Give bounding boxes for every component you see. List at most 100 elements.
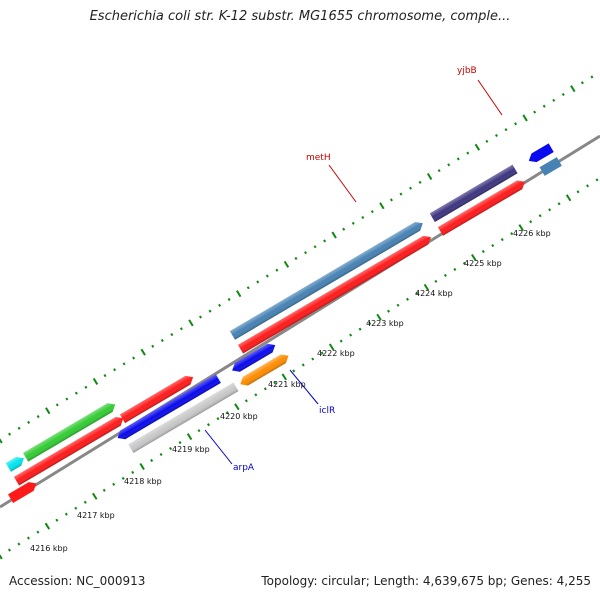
feature-red-yjbB[interactable]: [437, 177, 528, 236]
metH-leader: [328, 164, 357, 203]
kbp-label: 4218 kbp: [124, 477, 162, 486]
minor-tick: [494, 133, 498, 138]
feature-red-2[interactable]: [119, 373, 196, 424]
minor-tick: [349, 333, 353, 337]
minor-tick: [55, 518, 59, 522]
feature-blue-arpA-upper[interactable]: [115, 374, 221, 442]
minor-tick: [443, 273, 447, 277]
major-tick: [186, 433, 193, 441]
major-tick: [423, 283, 430, 291]
minor-tick: [590, 75, 594, 79]
kbp-label: 4219 kbp: [172, 445, 210, 454]
feature-green[interactable]: [23, 400, 118, 462]
minor-tick: [292, 369, 296, 373]
feature-silver-arpA[interactable]: [128, 382, 239, 453]
gene-label-iclR[interactable]: iclR: [319, 406, 335, 416]
minor-tick: [179, 327, 183, 331]
minor-tick: [437, 169, 441, 173]
minor-tick: [320, 351, 324, 355]
minor-tick: [150, 458, 154, 463]
minor-tick: [273, 381, 277, 385]
minor-tick: [159, 452, 163, 457]
minor-tick: [361, 215, 365, 220]
accession-label: Accession: NC_000913: [9, 574, 146, 588]
kbp-label: 4220 kbp: [220, 412, 258, 421]
major-tick: [236, 290, 242, 298]
minor-tick: [533, 110, 537, 114]
feature-blue-right[interactable]: [526, 143, 554, 165]
minor-tick: [399, 192, 403, 196]
minor-tick: [481, 249, 485, 254]
kbp-label: 4225 kbp: [464, 259, 502, 268]
minor-tick: [409, 186, 413, 190]
kbp-label: 4222 kbp: [317, 349, 355, 358]
minor-tick: [227, 297, 231, 302]
minor-tick: [301, 363, 305, 367]
minor-tick: [218, 303, 222, 307]
kbp-label: 4223 kbp: [366, 319, 404, 328]
minor-tick: [17, 542, 21, 546]
minor-tick: [456, 157, 460, 161]
minor-tick: [17, 426, 21, 430]
minor-tick: [102, 488, 106, 492]
minor-tick: [294, 256, 298, 261]
minor-tick: [542, 104, 546, 108]
minor-tick: [178, 441, 182, 445]
minor-tick: [170, 333, 174, 337]
feature-red-left[interactable]: [8, 479, 39, 503]
minor-tick: [263, 387, 267, 391]
feature-cyan[interactable]: [5, 454, 27, 472]
minor-tick: [27, 420, 31, 424]
minor-tick: [304, 251, 307, 255]
minor-tick: [514, 122, 518, 126]
major-tick: [471, 254, 477, 261]
kbp-label: 4224 kbp: [415, 289, 453, 298]
minor-tick: [389, 198, 393, 202]
feature-darkslate-yjbB[interactable]: [429, 164, 518, 223]
arpA-leader: [204, 429, 233, 465]
minor-tick: [415, 291, 419, 295]
minor-tick: [103, 374, 107, 378]
minor-tick: [311, 357, 315, 361]
major-tick: [518, 224, 524, 232]
gene-label-metH[interactable]: metH: [306, 153, 331, 163]
yjbB-leader: [477, 79, 503, 116]
feature-orange-iclR[interactable]: [238, 351, 291, 388]
major-tick: [328, 343, 335, 351]
major-tick: [379, 202, 385, 210]
major-tick: [0, 438, 3, 444]
minor-tick: [225, 411, 229, 415]
minor-tick: [132, 356, 136, 360]
feature-red-1[interactable]: [13, 414, 126, 486]
minor-tick: [548, 208, 552, 212]
minor-tick: [510, 232, 514, 236]
minor-tick: [466, 151, 470, 155]
minor-tick: [8, 432, 12, 436]
scale-dotted-ring: [0, 178, 599, 560]
feature-blue-iclR[interactable]: [230, 341, 278, 375]
minor-tick: [151, 344, 155, 348]
minor-tick: [160, 338, 164, 342]
minor-tick: [121, 476, 125, 480]
gene-label-arpA[interactable]: arpA: [233, 463, 255, 473]
minor-tick: [36, 415, 40, 419]
minor-tick: [538, 214, 542, 218]
minor-tick: [453, 267, 457, 271]
minor-tick: [447, 163, 451, 167]
gene-label-yjbB[interactable]: yjbB: [457, 66, 477, 76]
iclR-leader: [289, 369, 319, 405]
minor-tick: [206, 423, 210, 427]
minor-tick: [500, 238, 504, 242]
major-tick: [376, 313, 382, 321]
minor-tick: [244, 399, 248, 403]
minor-tick: [552, 98, 556, 102]
minor-tick: [580, 81, 584, 85]
minor-tick: [83, 500, 87, 504]
minor-tick: [396, 303, 400, 307]
feature-steelblue-right[interactable]: [539, 157, 562, 176]
minor-tick: [7, 548, 11, 552]
minor-tick: [208, 309, 212, 313]
feature-red-metH[interactable]: [237, 233, 433, 354]
feature-steelblue-metH[interactable]: [229, 219, 425, 340]
